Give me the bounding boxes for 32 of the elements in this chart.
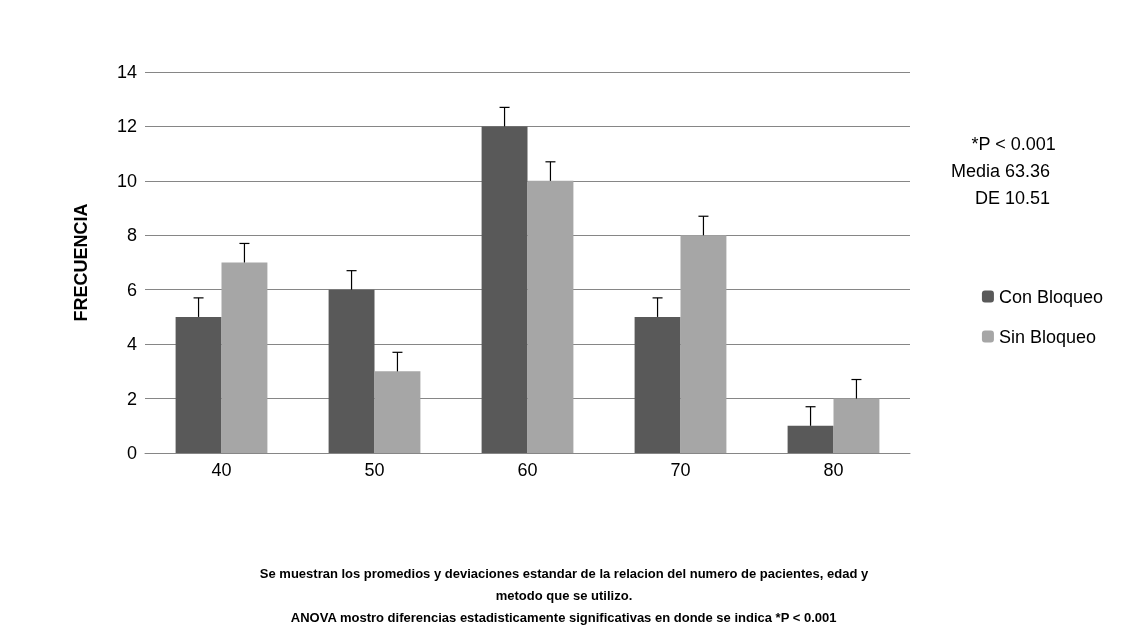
y-tick-label: 14 [116,62,137,82]
text: Se muestran los promedios y deviaciones estandar de la relacion del numero de pacientes, edad y [259,566,869,581]
y-tick-label: 2 [126,388,137,409]
y-tick-label: 8 [126,225,137,246]
bar [680,235,727,453]
legend-label: Sin Bloqueo [998,326,1096,347]
y-tick-label: 10 [116,170,137,191]
bar [833,398,880,453]
legend-label: Con Bloqueo [998,286,1104,307]
text: *P < 0.001 [971,134,1056,154]
bar [175,316,222,453]
y-tick-label: 12 [116,116,137,137]
x-tick-label: 80 [823,460,844,480]
y-tick-label: 0 [126,443,137,463]
y-tick-label: 6 [126,279,137,300]
text: metodo que se utilizo. [495,588,633,603]
x-tick-label: 50 [364,460,385,480]
bar [634,316,681,453]
bar [328,289,375,453]
bar [527,180,574,453]
x-tick-label: 70 [670,460,691,480]
x-tick-label: 40 [211,460,232,480]
text: Media 63.36 [950,161,1050,181]
y-tick-label: 4 [126,334,137,355]
y-axis-title: FRECUENCIA [71,203,91,322]
bar [481,126,528,453]
bar [221,262,268,453]
x-tick-label: 60 [517,460,538,480]
text: DE 10.51 [974,188,1051,208]
text: ANOVA mostro diferencias estadisticamente significativas en donde se indica *P < 0.001 [290,610,837,625]
bar [787,425,834,453]
bar [374,371,421,453]
